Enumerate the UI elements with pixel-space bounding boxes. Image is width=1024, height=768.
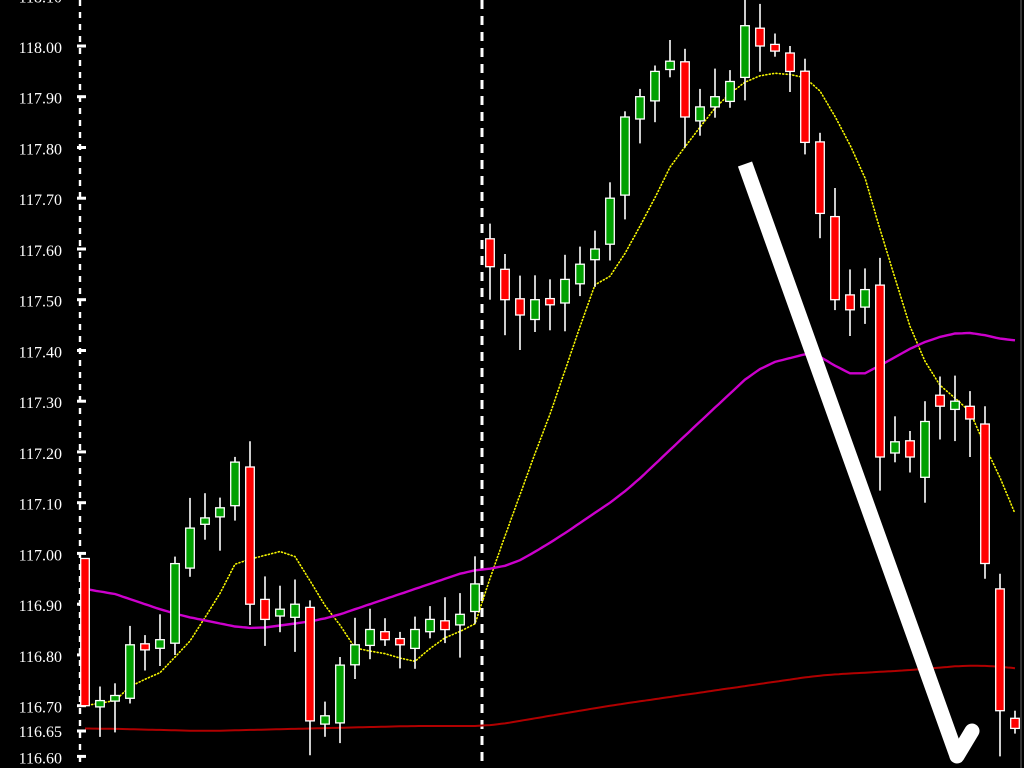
svg-text:116.90: 116.90 <box>19 598 62 615</box>
svg-text:117.00: 117.00 <box>19 547 62 564</box>
svg-text:117.70: 117.70 <box>19 192 62 209</box>
svg-text:118.10: 118.10 <box>19 0 62 6</box>
svg-text:116.80: 116.80 <box>19 649 62 666</box>
svg-text:117.90: 117.90 <box>19 91 62 108</box>
svg-text:117.40: 117.40 <box>19 345 62 362</box>
svg-text:117.60: 117.60 <box>19 243 62 260</box>
svg-text:116.65: 116.65 <box>19 724 62 741</box>
svg-text:117.20: 117.20 <box>19 446 62 463</box>
svg-text:117.80: 117.80 <box>19 142 62 159</box>
svg-text:117.50: 117.50 <box>19 294 62 311</box>
svg-text:117.30: 117.30 <box>19 395 62 412</box>
svg-text:116.70: 116.70 <box>19 700 62 717</box>
svg-text:117.10: 117.10 <box>19 497 62 514</box>
svg-text:118.00: 118.00 <box>19 40 62 57</box>
svg-text:116.60: 116.60 <box>19 750 62 767</box>
